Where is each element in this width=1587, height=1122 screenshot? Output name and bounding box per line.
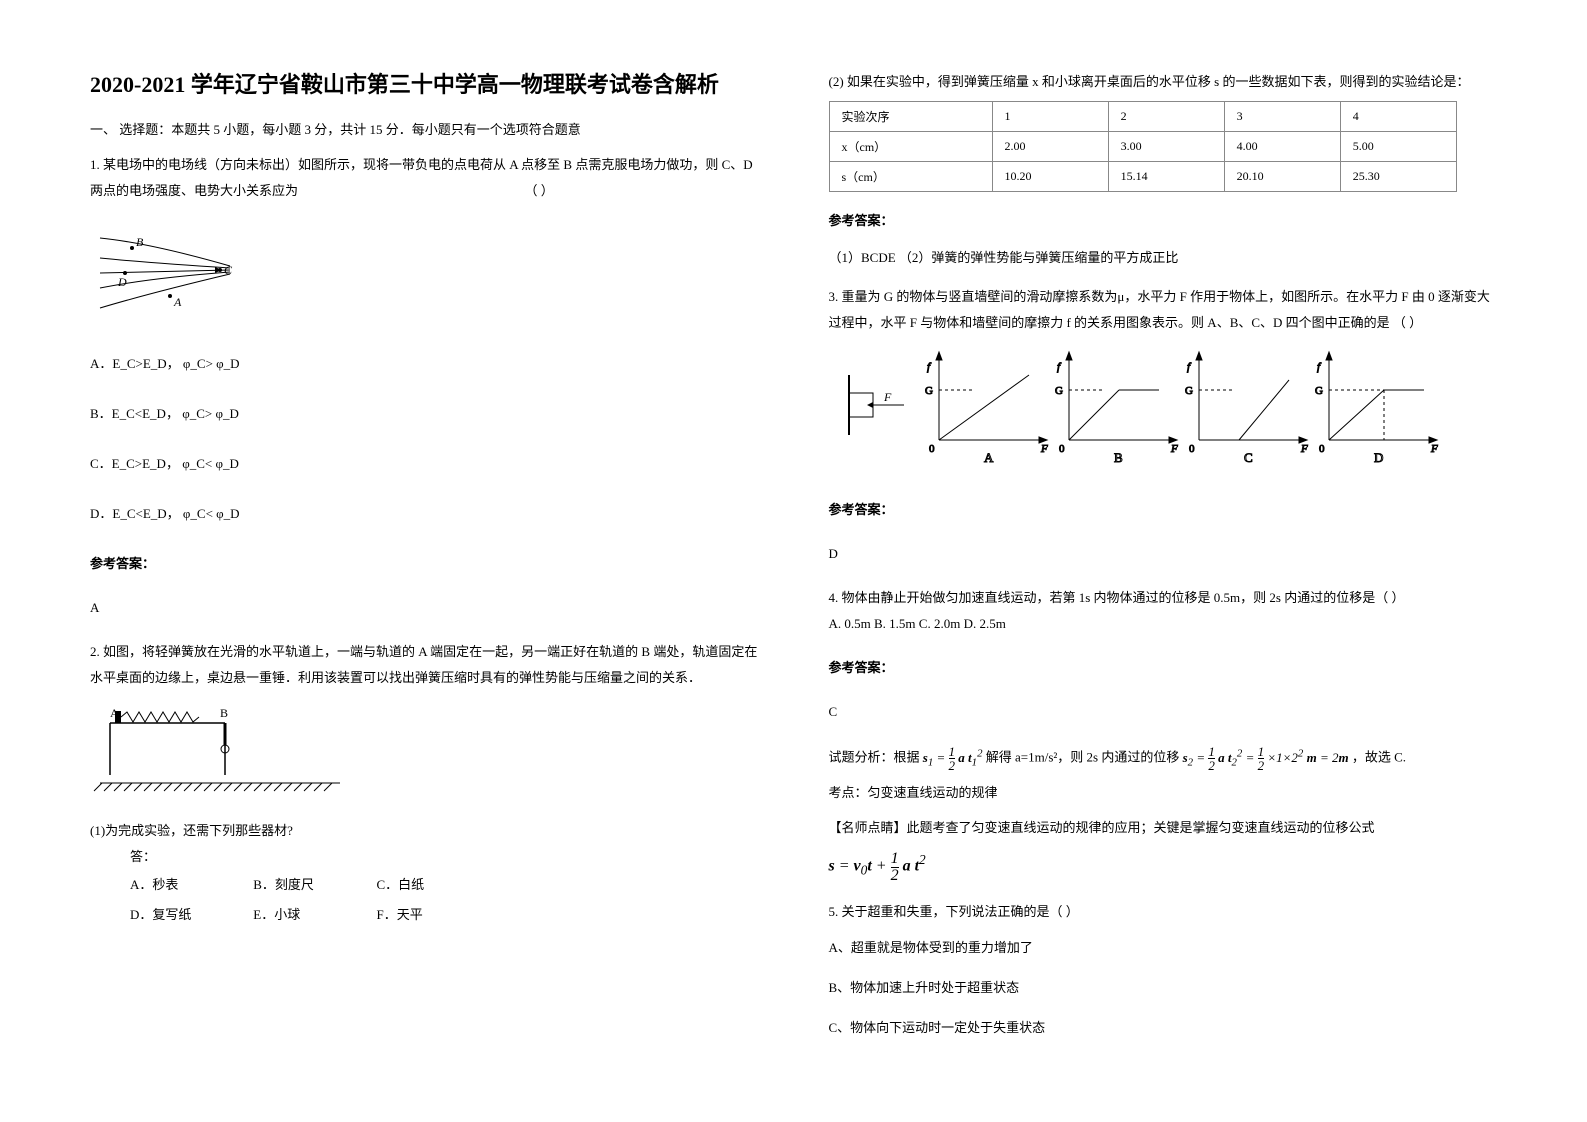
q2-text: 2. 如图，将轻弹簧放在光滑的水平轨道上，一端与轨道的 A 端固定在一起，另一端… bbox=[90, 639, 759, 691]
equip-a: A．秒表 bbox=[130, 872, 250, 898]
q2-sub1-answer-row: 答： bbox=[130, 844, 759, 870]
svg-text:f: f bbox=[1187, 361, 1192, 373]
svg-text:F: F bbox=[883, 390, 892, 404]
q3-graphs-figure: F f F 0 G A f F 0 G bbox=[829, 350, 1498, 479]
formula-s1: s1 = 12 a t12 bbox=[923, 750, 986, 765]
section-1-heading: 一、 选择题：本题共 5 小题，每小题 3 分，共计 15 分．每小题只有一个选… bbox=[90, 119, 759, 138]
equip-c: C．白纸 bbox=[377, 872, 497, 898]
q5-opt-b: B、物体加速上升时处于超重状态 bbox=[829, 975, 1498, 1001]
svg-text:B: B bbox=[220, 706, 228, 720]
svg-text:B: B bbox=[136, 235, 144, 249]
svg-text:F: F bbox=[1430, 443, 1438, 455]
svg-text:C: C bbox=[224, 263, 233, 277]
q2-answer: （1）BCDE （2）弹簧的弹性势能与弹簧压缩量的平方成正比 bbox=[829, 247, 1498, 266]
svg-text:0: 0 bbox=[1059, 443, 1065, 455]
q1-answer-label: 参考答案： bbox=[90, 551, 759, 577]
q2-equipment-row2: D．复写纸 E．小球 F．天平 bbox=[130, 900, 759, 930]
q4-answer-label: 参考答案： bbox=[829, 655, 1498, 681]
svg-text:F: F bbox=[1040, 443, 1048, 455]
q5-opt-a: A、超重就是物体受到的重力增加了 bbox=[829, 935, 1498, 961]
svg-text:0: 0 bbox=[1319, 443, 1325, 455]
svg-text:D: D bbox=[117, 275, 127, 289]
svg-text:A: A bbox=[984, 450, 994, 465]
svg-text:F: F bbox=[1300, 443, 1308, 455]
q3-text: 3. 重量为 G 的物体与竖直墙壁间的滑动摩擦系数为μ，水平力 F 作用于物体上… bbox=[829, 284, 1498, 336]
svg-text:F: F bbox=[1170, 443, 1178, 455]
svg-text:f: f bbox=[927, 361, 932, 373]
formula-s: s = v0t + 12 a t2 bbox=[829, 847, 1498, 884]
svg-text:C: C bbox=[1244, 450, 1253, 465]
svg-text:f: f bbox=[1317, 361, 1322, 373]
q1-options: A．E_C>E_D， φ_C> φ_D B．E_C<E_D， φ_C> φ_D … bbox=[90, 351, 759, 527]
question-1: 1. 某电场中的电场线（方向未标出）如图所示，现将一带负电的点电荷从 A 点移至… bbox=[90, 152, 759, 621]
q1-field-lines-figure: B D C A bbox=[90, 218, 759, 327]
table-row-s: s（cm） 10.20 15.14 20.10 25.30 bbox=[829, 162, 1456, 192]
svg-text:G: G bbox=[1315, 385, 1323, 397]
q3-answer: D bbox=[829, 541, 1498, 567]
q1-opt-a: A．E_C>E_D， φ_C> φ_D bbox=[90, 351, 759, 377]
right-column: (2) 如果在实验中，得到弹簧压缩量 x 和小球离开桌面后的水平位移 s 的一些… bbox=[829, 70, 1498, 1055]
svg-text:0: 0 bbox=[1189, 443, 1195, 455]
question-4: 4. 物体由静止开始做匀加速直线运动，若第 1s 内物体通过的位移是 0.5m，… bbox=[829, 585, 1498, 884]
q2-sub1: (1)为完成实验，还需下列那些器材? bbox=[90, 818, 759, 844]
svg-text:G: G bbox=[925, 385, 933, 397]
q1-answer: A bbox=[90, 595, 759, 621]
q4-options: A. 0.5m B. 1.5m C. 2.0m D. 2.5m bbox=[829, 611, 1498, 637]
q1-opt-c: C．E_C>E_D， φ_C< φ_D bbox=[90, 451, 759, 477]
svg-text:G: G bbox=[1055, 385, 1063, 397]
svg-text:f: f bbox=[1057, 361, 1062, 373]
question-2: 2. 如图，将轻弹簧放在光滑的水平轨道上，一端与轨道的 A 端固定在一起，另一端… bbox=[90, 639, 759, 930]
q5-text: 5. 关于超重和失重，下列说法正确的是（ ） bbox=[829, 899, 1498, 925]
question-3: 3. 重量为 G 的物体与竖直墙壁间的滑动摩擦系数为μ，水平力 F 作用于物体上… bbox=[829, 284, 1498, 567]
q2-data-table: 实验次序 1 2 3 4 x（cm） 2.00 3.00 4.00 5.00 s… bbox=[829, 101, 1457, 192]
q4-text: 4. 物体由静止开始做匀加速直线运动，若第 1s 内物体通过的位移是 0.5m，… bbox=[829, 585, 1498, 611]
svg-text:D: D bbox=[1374, 450, 1383, 465]
svg-text:B: B bbox=[1114, 450, 1123, 465]
q2-equipment-row1: A．秒表 B．刻度尺 C．白纸 bbox=[130, 870, 759, 900]
formula-s2: s2 = 12 a t22 = 12 ×1×22 m = 2m bbox=[1183, 750, 1352, 765]
question-5: 5. 关于超重和失重，下列说法正确的是（ ） A、超重就是物体受到的重力增加了 … bbox=[829, 899, 1498, 1041]
svg-text:G: G bbox=[1185, 385, 1193, 397]
q1-opt-b: B．E_C<E_D， φ_C> φ_D bbox=[90, 401, 759, 427]
svg-text:A: A bbox=[173, 295, 182, 309]
q1-opt-d: D．E_C<E_D， φ_C< φ_D bbox=[90, 501, 759, 527]
q4-answer: C bbox=[829, 699, 1498, 725]
q4-point: 考点：匀变速直线运动的规律 bbox=[829, 780, 1498, 806]
q1-text: 1. 某电场中的电场线（方向未标出）如图所示，现将一带负电的点电荷从 A 点移至… bbox=[90, 152, 759, 204]
table-row-header: 实验次序 1 2 3 4 bbox=[829, 102, 1456, 132]
q2-sub2: (2) 如果在实验中，得到弹簧压缩量 x 和小球离开桌面后的水平位移 s 的一些… bbox=[829, 70, 1498, 93]
equip-e: E．小球 bbox=[253, 902, 373, 928]
svg-text:0: 0 bbox=[929, 443, 935, 455]
q4-analysis: 试题分析：根据 s1 = 12 a t12 解得 a=1m/s²，则 2s 内通… bbox=[829, 743, 1498, 774]
equip-f: F．天平 bbox=[377, 902, 497, 928]
table-row-x: x（cm） 2.00 3.00 4.00 5.00 bbox=[829, 132, 1456, 162]
q3-answer-label: 参考答案： bbox=[829, 497, 1498, 523]
exam-title: 2020-2021 学年辽宁省鞍山市第三十中学高一物理联考试卷含解析 bbox=[90, 70, 759, 101]
q4-tip: 【名师点睛】此题考查了匀变速直线运动的规律的应用；关键是掌握匀变速直线运动的位移… bbox=[829, 816, 1498, 839]
q2-answer-label: 参考答案： bbox=[829, 210, 1498, 229]
q2-apparatus-figure: A B bbox=[90, 705, 759, 804]
equip-b: B．刻度尺 bbox=[253, 872, 373, 898]
equip-d: D．复写纸 bbox=[130, 902, 250, 928]
q5-opt-c: C、物体向下运动时一定处于失重状态 bbox=[829, 1015, 1498, 1041]
left-column: 2020-2021 学年辽宁省鞍山市第三十中学高一物理联考试卷含解析 一、 选择… bbox=[90, 70, 759, 1055]
